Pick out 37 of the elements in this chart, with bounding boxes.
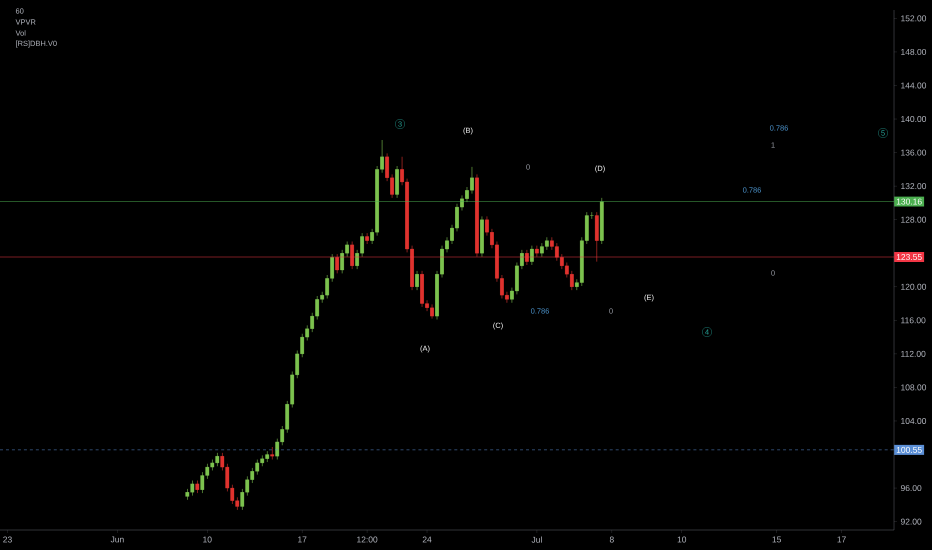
y-tick-label: 152.00 [901, 15, 926, 22]
y-tick-label: 92.00 [900, 518, 922, 525]
x-tick-label: 17 [838, 536, 846, 542]
y-tick-label: 104.00 [901, 418, 926, 424]
y-tick-label: 144.00 [901, 82, 926, 88]
candlestick [415, 270, 419, 290]
ref-line-label: 130.16 [896, 198, 922, 205]
candlestick [525, 250, 529, 266]
y-tick-label: 108.00 [901, 384, 926, 390]
y-tick-label: 148.00 [901, 48, 926, 55]
x-tick-label: 10 [203, 536, 212, 542]
ref-line-label: 123.55 [896, 254, 922, 260]
y-tick-label: 96.00 [900, 485, 922, 492]
candlestick [350, 241, 354, 270]
candlestick [195, 480, 200, 494]
candlestick [335, 254, 340, 274]
y-tick-label: 120.00 [901, 284, 926, 290]
x-tick-label: 8 [610, 536, 614, 542]
y-tick-label: 116.00 [901, 317, 926, 324]
y-tick-label: 112.00 [901, 350, 926, 357]
candlestick [365, 232, 369, 244]
x-tick-label: 17 [298, 536, 306, 542]
y-tick-label: 132.00 [901, 183, 926, 190]
y-tick-label: 140.00 [901, 116, 926, 122]
ref-line-label: 100.55 [896, 446, 922, 453]
candlestick [530, 245, 534, 266]
x-tick-label: Jul [532, 536, 542, 543]
x-tick-label: 23 [3, 536, 12, 542]
candlestick [270, 446, 274, 460]
candlestick [535, 245, 539, 257]
x-tick-label: 15 [772, 536, 781, 542]
y-tick-label: 136.00 [901, 150, 926, 156]
x-tick-label: Jun [110, 536, 124, 542]
x-tick-label: 10 [678, 536, 686, 542]
x-tick-label: 24 [422, 536, 432, 542]
y-tick-label: 128.00 [901, 216, 926, 223]
x-tick-label: 12:00 [357, 536, 378, 542]
